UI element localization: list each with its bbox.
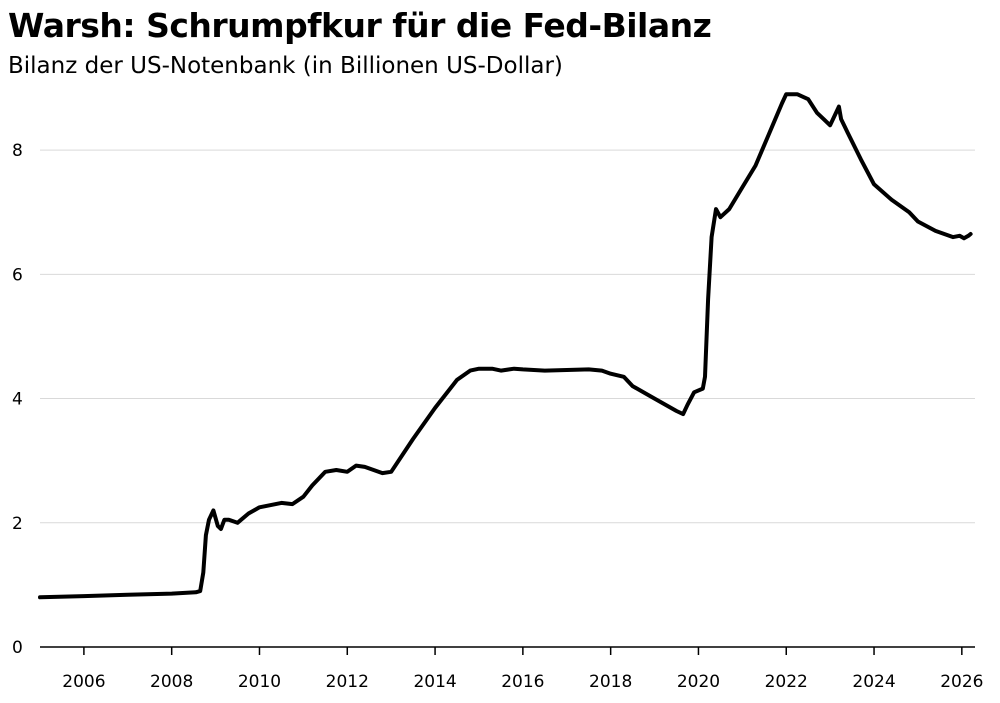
y-tick-label: 6 [12,265,23,285]
x-tick-label: 2014 [413,672,456,692]
x-tick-label: 2024 [852,672,895,692]
grid-layer [40,149,975,524]
y-tick-label: 0 [12,638,23,658]
chart-subtitle: Bilanz der US-Notenbank (in Billionen US… [8,53,563,79]
x-tick-label: 2018 [589,672,632,692]
balance-sheet-line [38,92,973,600]
y-axis-ticks: 0 2 4 6 8 [12,141,23,658]
y-tick-label: 8 [12,141,23,161]
x-tick-label: 2026 [940,672,983,692]
x-tick-label: 2016 [501,672,544,692]
x-axis-ticks: 2006 2008 2010 2012 2014 2016 2018 2020 2022 2024… [62,647,983,692]
y-tick-label: 2 [12,514,23,534]
x-tick-label: 2010 [238,672,281,692]
x-tick-label: 2006 [62,672,105,692]
x-tick-label: 2008 [150,672,193,692]
x-tick-label: 2020 [677,672,720,692]
x-tick-label: 2012 [326,672,369,692]
x-tick-label: 2022 [765,672,808,692]
chart-title: Warsh: Schrumpfkur für die Fed-Bilanz [8,6,712,45]
y-tick-label: 4 [12,390,23,410]
